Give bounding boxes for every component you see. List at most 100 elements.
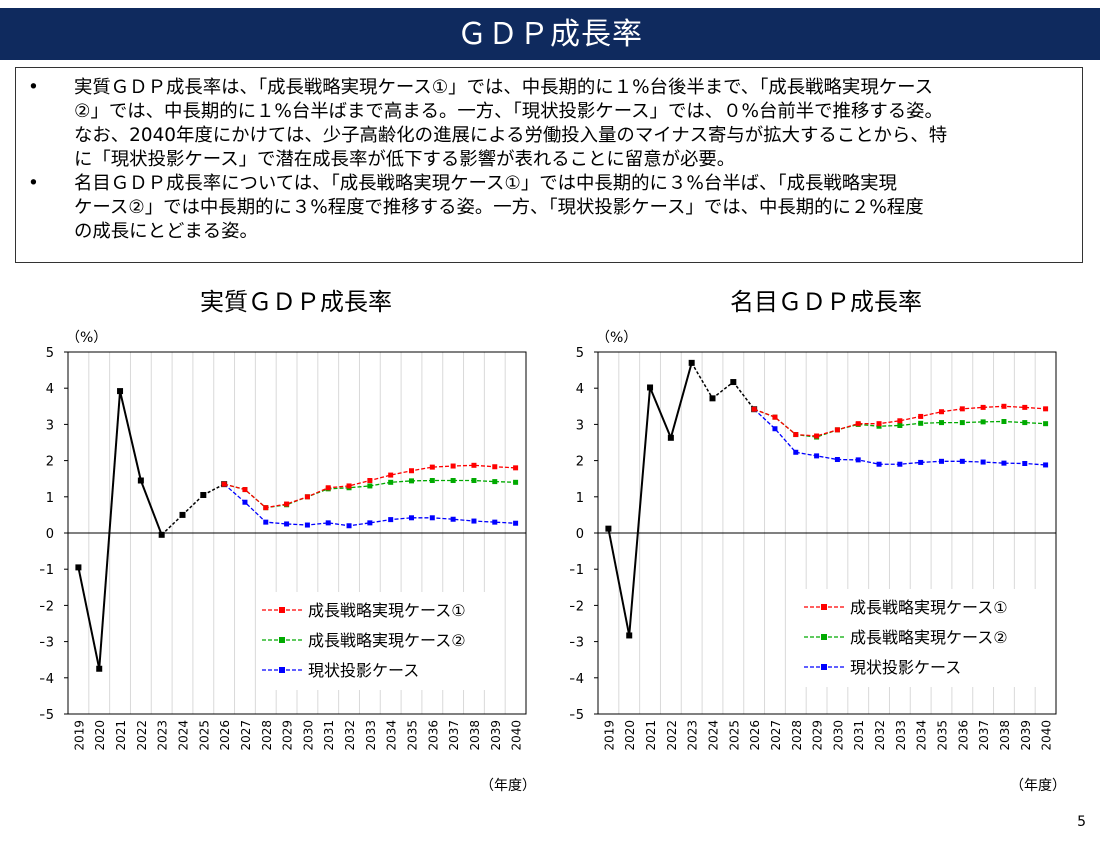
series-point bbox=[367, 520, 373, 526]
y-tick-label: −3 bbox=[40, 636, 54, 651]
historical-point bbox=[730, 379, 737, 386]
y-tick-label: 2 bbox=[46, 455, 54, 470]
series-point bbox=[876, 421, 882, 427]
series-point bbox=[346, 483, 352, 489]
series-point bbox=[492, 479, 498, 485]
series-point bbox=[388, 517, 394, 523]
series-point bbox=[939, 420, 944, 426]
historical-point bbox=[179, 511, 186, 518]
series-point bbox=[939, 458, 944, 464]
historical-point bbox=[96, 665, 103, 672]
series-point bbox=[304, 522, 310, 528]
series-point bbox=[918, 413, 924, 419]
legend-label: 成長戦略実現ケース② bbox=[850, 628, 1008, 647]
x-tick-label: 2025 bbox=[727, 720, 741, 751]
x-tick-label: 2031 bbox=[852, 720, 866, 751]
series-point bbox=[492, 464, 498, 470]
x-tick-label: 2036 bbox=[956, 720, 970, 751]
x-tick-label: 2024 bbox=[707, 720, 721, 751]
series-point bbox=[513, 479, 519, 485]
series-point bbox=[772, 414, 778, 420]
x-tick-label: 2028 bbox=[790, 720, 804, 751]
series-point bbox=[388, 479, 394, 485]
series-point bbox=[897, 418, 903, 424]
x-tick-label: 2030 bbox=[301, 720, 315, 751]
y-tick-label: −1 bbox=[40, 563, 54, 578]
y-tick-label: 1 bbox=[46, 491, 54, 506]
series-point bbox=[450, 478, 456, 484]
x-tick-label: 2021 bbox=[114, 720, 128, 751]
y-unit-label: （%） bbox=[596, 330, 637, 346]
series-point bbox=[918, 459, 924, 465]
x-tick-label: 2029 bbox=[811, 720, 825, 751]
x-tick-label: 2019 bbox=[72, 720, 86, 751]
x-unit-label: （年度） bbox=[480, 778, 536, 794]
y-tick-label: −3 bbox=[570, 636, 584, 651]
series-point bbox=[959, 458, 965, 464]
x-tick-label: 2019 bbox=[602, 720, 616, 751]
summary-bullet-nominal: • 名目ＧＤＰ成長率については、「成長戦略実現ケース①」では中長期的に３%台半ば… bbox=[28, 172, 1068, 244]
series-point bbox=[876, 461, 882, 467]
historical-line-segment bbox=[732, 381, 755, 410]
legend-marker bbox=[279, 607, 285, 613]
x-tick-label: 2038 bbox=[468, 720, 482, 751]
series-point bbox=[814, 433, 820, 439]
x-tick-label: 2033 bbox=[894, 720, 908, 751]
series-point bbox=[388, 472, 394, 478]
historical-line-segment bbox=[649, 387, 672, 439]
historical-line-segment bbox=[77, 567, 101, 669]
x-tick-label: 2024 bbox=[177, 720, 191, 751]
series-point bbox=[855, 457, 861, 463]
legend-label: 成長戦略実現ケース① bbox=[850, 598, 1008, 617]
historical-line-segment bbox=[712, 381, 734, 399]
nominal-gdp-chart: 名目ＧＤＰ成長率 （%） 5 4 3 2 1 0 −1 −2 −3 −4 −5 2019 2020 2021 2… bbox=[565, 280, 1090, 800]
x-tick-label: 2039 bbox=[1019, 720, 1033, 751]
x-tick-label: 2032 bbox=[343, 720, 357, 751]
series-point bbox=[793, 449, 799, 455]
series-point bbox=[450, 516, 456, 522]
x-tick-label: 2028 bbox=[260, 720, 274, 751]
real-gdp-chart: 実質ＧＤＰ成長率 （%） 5 4 3 2 1 0 −1 −2 −3 −4 −5 2019 2020 2021 2… bbox=[35, 280, 560, 800]
series-point bbox=[471, 478, 477, 484]
x-tick-label: 2030 bbox=[831, 720, 845, 751]
y-tick-label: −4 bbox=[40, 672, 54, 687]
series-point bbox=[263, 505, 269, 511]
x-tick-label: 2032 bbox=[873, 720, 887, 751]
page-number: 5 bbox=[1077, 814, 1086, 830]
x-tick-label: 2023 bbox=[156, 720, 170, 751]
x-tick-label: 2036 bbox=[426, 720, 440, 751]
y-tick-label: 3 bbox=[46, 418, 54, 433]
series-point bbox=[346, 523, 352, 529]
legend-marker bbox=[279, 667, 285, 673]
series-point bbox=[325, 485, 331, 491]
historical-line-segment bbox=[202, 483, 225, 496]
x-tick-label: 2022 bbox=[665, 720, 679, 751]
series-point bbox=[959, 406, 965, 412]
y-tick-label: 1 bbox=[576, 491, 584, 506]
x-tick-label: 2025 bbox=[197, 720, 211, 751]
series-point bbox=[1001, 419, 1007, 425]
series-point bbox=[939, 409, 944, 415]
x-tick-label: 2029 bbox=[281, 720, 295, 751]
x-tick-label: 2034 bbox=[385, 720, 399, 751]
legend-label: 成長戦略実現ケース① bbox=[308, 601, 466, 620]
series-point bbox=[980, 459, 986, 465]
page-title: ＧＤＰ成長率 bbox=[0, 8, 1100, 60]
x-tick-label: 2022 bbox=[135, 720, 149, 751]
series-point bbox=[304, 494, 310, 500]
legend-label: 現状投影ケース bbox=[850, 658, 961, 677]
series-point bbox=[284, 501, 290, 507]
historical-point bbox=[647, 384, 654, 391]
legend-marker bbox=[821, 604, 827, 610]
series-line bbox=[223, 483, 516, 527]
chart-title: 名目ＧＤＰ成長率 bbox=[730, 288, 922, 316]
series-point bbox=[1043, 406, 1049, 412]
historical-point bbox=[667, 434, 674, 441]
x-tick-label: 2026 bbox=[218, 720, 232, 751]
historical-point bbox=[158, 531, 165, 538]
historical-point bbox=[626, 632, 633, 639]
historical-line-segment bbox=[628, 387, 652, 636]
series-point bbox=[471, 518, 477, 524]
series-point bbox=[242, 487, 248, 493]
historical-line-segment bbox=[607, 528, 631, 636]
